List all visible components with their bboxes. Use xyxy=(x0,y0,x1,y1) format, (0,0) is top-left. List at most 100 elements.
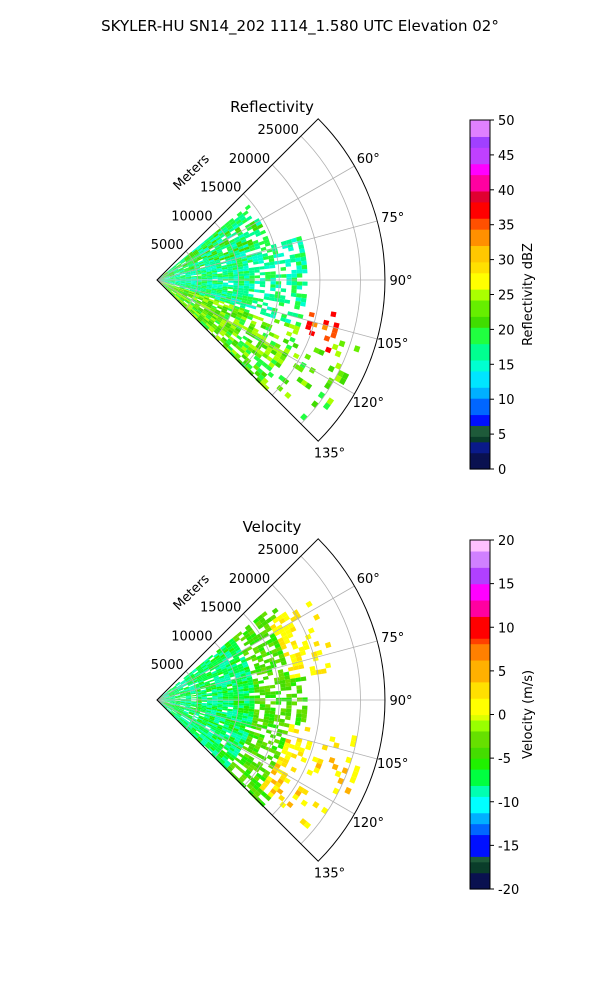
field-cell xyxy=(195,731,200,736)
field-cell xyxy=(183,711,189,715)
field-cell xyxy=(189,687,195,690)
colorbar-segment xyxy=(470,234,490,241)
colorbar-segment xyxy=(470,578,490,585)
field-cell xyxy=(177,711,183,715)
field-cell xyxy=(185,297,191,302)
angle-tick-label: 90° xyxy=(389,694,412,709)
field-cell xyxy=(169,701,176,703)
field-cell xyxy=(206,288,212,292)
field-cell xyxy=(200,733,206,739)
field-cell xyxy=(270,614,277,621)
field-cell xyxy=(164,702,170,705)
field-cell xyxy=(217,304,224,308)
field-cell xyxy=(221,264,227,268)
field-cell xyxy=(242,663,249,669)
field-cell xyxy=(269,760,277,767)
field-cell xyxy=(222,688,228,692)
field-cell xyxy=(209,738,215,744)
field-cell xyxy=(239,656,246,661)
field-cell xyxy=(226,245,233,250)
field-cell xyxy=(274,297,280,302)
field-cell xyxy=(296,709,302,714)
field-cell xyxy=(251,255,258,260)
colorbar-segment xyxy=(470,452,490,459)
field-cell xyxy=(185,678,191,683)
field-cell xyxy=(245,671,252,676)
field-cell xyxy=(228,218,235,224)
field-cell xyxy=(221,684,227,688)
field-cell xyxy=(242,733,248,739)
field-cell xyxy=(221,266,228,270)
field-cell xyxy=(169,701,176,703)
field-cell xyxy=(196,698,202,700)
field-cell xyxy=(171,266,177,270)
field-cell xyxy=(170,700,176,702)
field-cell xyxy=(262,384,270,391)
field-cell xyxy=(225,311,232,317)
field-cell xyxy=(201,284,207,287)
field-cell xyxy=(208,245,215,250)
field-cell xyxy=(237,681,243,685)
field-cell xyxy=(295,257,302,262)
field-cell xyxy=(235,674,241,679)
colorbar-segment xyxy=(470,316,490,323)
colorbar-segment xyxy=(470,692,490,699)
field-cell xyxy=(278,374,286,382)
field-cell xyxy=(274,680,281,685)
colorbar-tick-label: 0 xyxy=(498,463,506,478)
field-cell xyxy=(219,718,226,723)
field-cell xyxy=(238,707,244,711)
field-cell xyxy=(275,281,282,285)
field-cell xyxy=(191,728,196,733)
field-cell xyxy=(185,278,192,280)
field-cell xyxy=(211,267,217,270)
field-cell xyxy=(272,355,280,362)
field-cell xyxy=(282,745,289,752)
field-cell xyxy=(199,684,205,687)
field-cell xyxy=(206,703,213,706)
field-cell xyxy=(232,320,239,326)
field-cell xyxy=(164,701,170,703)
colorbar-segment xyxy=(470,125,490,132)
field-cell xyxy=(204,316,210,322)
field-cell xyxy=(207,281,213,284)
field-cell xyxy=(216,669,223,674)
colorbar-segment xyxy=(470,218,490,225)
field-cell xyxy=(305,324,312,331)
field-cell xyxy=(269,713,275,718)
field-cell xyxy=(175,713,181,718)
field-cell xyxy=(237,665,244,670)
field-cell xyxy=(188,711,195,715)
field-cell xyxy=(185,271,191,274)
azimuth-line xyxy=(156,279,378,340)
field-cell xyxy=(341,372,350,380)
field-cell xyxy=(207,697,213,700)
field-cell xyxy=(301,713,307,719)
field-cell xyxy=(257,316,264,322)
field-cell xyxy=(167,287,173,291)
field-cell xyxy=(232,654,239,659)
field-cell xyxy=(223,251,229,256)
field-cell xyxy=(233,669,240,674)
field-cell xyxy=(262,352,269,359)
field-cell xyxy=(232,751,238,758)
field-cell xyxy=(180,680,186,685)
field-cell xyxy=(184,719,190,724)
field-cell xyxy=(176,684,182,688)
radial-tick-label: 20000 xyxy=(229,572,270,587)
field-cell xyxy=(164,697,170,699)
field-cell xyxy=(182,264,188,268)
field-cell xyxy=(247,716,254,720)
field-cell xyxy=(159,696,165,700)
field-cell xyxy=(241,241,248,246)
colorbar-segment xyxy=(470,256,490,263)
field-cell xyxy=(244,275,250,279)
field-cell xyxy=(169,277,176,279)
field-cell xyxy=(260,755,267,761)
field-cell xyxy=(199,294,205,297)
field-cell xyxy=(294,720,301,726)
azimuth-line xyxy=(156,165,355,281)
colorbar-segment xyxy=(470,878,490,885)
field-cell xyxy=(231,680,237,684)
field-cell xyxy=(237,231,244,237)
